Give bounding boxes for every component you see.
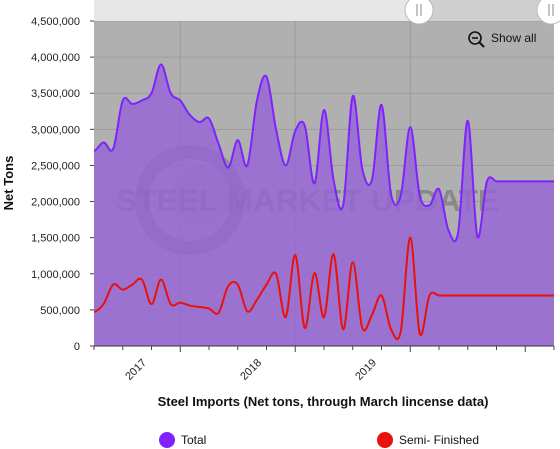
legend-marker-total [159, 432, 175, 448]
legend-item-semi-finished[interactable]: Semi- Finished [377, 432, 479, 448]
y-tick-label: 4,500,000 [31, 16, 80, 28]
legend-label-total: Total [181, 433, 206, 447]
y-axis-title: Net Tons [1, 156, 16, 211]
show-all-label[interactable]: Show all [491, 31, 536, 45]
y-tick-label: 500,000 [40, 305, 80, 317]
x-axis-title: Steel Imports (Net tons, through March l… [158, 394, 489, 409]
y-tick-label: 1,000,000 [31, 269, 80, 281]
navigator-window[interactable] [94, 0, 419, 21]
series-layer [65, 63, 554, 346]
navigator[interactable] [94, 0, 560, 25]
series-line-semi-finished[interactable] [65, 236, 554, 341]
show-all-button[interactable]: Show all [468, 31, 536, 48]
zoom-out-icon[interactable] [468, 31, 482, 45]
legend: Total Semi- Finished [159, 432, 479, 448]
x-tick-label: 2018 [238, 357, 264, 383]
legend-item-total[interactable]: Total [159, 432, 206, 448]
navigator-handle-left[interactable] [404, 0, 434, 25]
x-tick-label: 2017 [123, 357, 149, 383]
legend-label-semi-finished: Semi- Finished [399, 433, 479, 447]
y-tick-label: 3,000,000 [31, 124, 80, 136]
y-tick-label: 4,000,000 [31, 52, 80, 64]
y-tick-label: 1,500,000 [31, 233, 80, 245]
y-tick-label: 3,500,000 [31, 88, 80, 100]
series-line-total[interactable] [65, 63, 554, 243]
series-area-total [94, 64, 554, 346]
y-tick-label: 2,500,000 [31, 160, 80, 172]
y-tick-label: 2,000,000 [31, 197, 80, 209]
y-tick-label: 0 [74, 341, 80, 353]
legend-marker-semi-finished [377, 432, 393, 448]
x-tick-label: 2019 [353, 357, 379, 383]
